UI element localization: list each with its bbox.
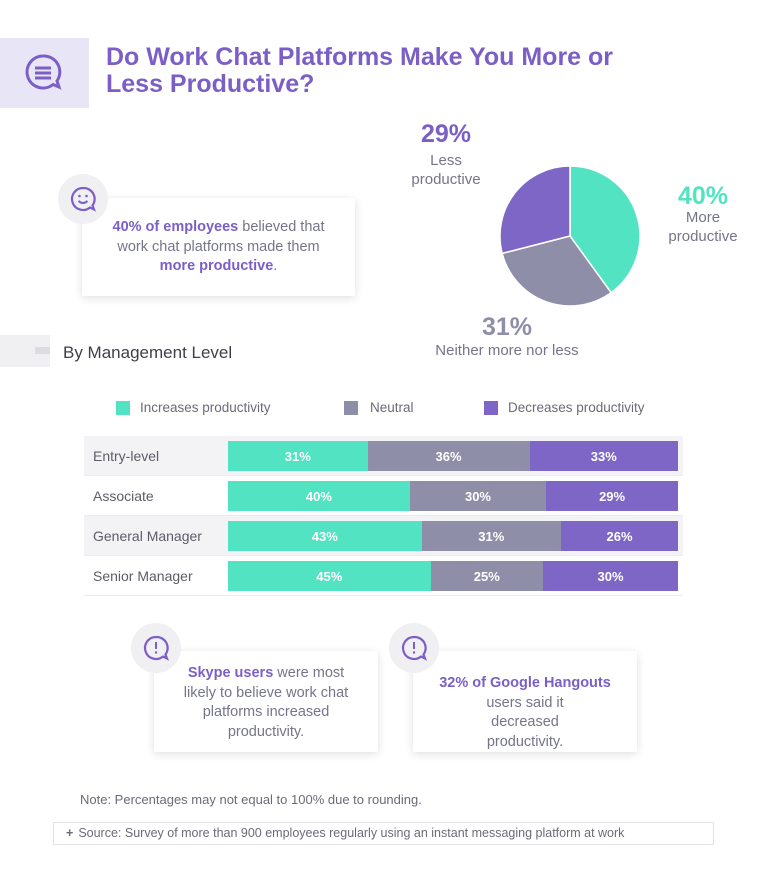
bar-segment-neutral: 25%	[430, 561, 543, 591]
bar-segment-decrease: 30%	[543, 561, 678, 591]
stacked-bar: 40% 30% 29%	[228, 481, 678, 511]
label-line: Less	[430, 152, 462, 169]
bar-segment-decrease: 29%	[546, 481, 678, 511]
bar-segment-increase: 45%	[228, 561, 431, 591]
callout-bold: more productive	[159, 258, 274, 274]
bar-segment-neutral: 36%	[367, 441, 530, 471]
source-box: + Source: Survey of more than 900 employe…	[53, 822, 714, 845]
callout-text: believed that work chat platforms made t…	[117, 219, 325, 255]
section-marker	[0, 335, 50, 367]
bar-segment-neutral: 30%	[409, 481, 547, 511]
row-label: Associate	[93, 488, 154, 504]
pie-slice-more	[569, 165, 641, 294]
label-line: More	[685, 209, 721, 226]
pie-label-more: More productive	[653, 208, 753, 246]
legend-label-decrease: Decreases productivity	[508, 400, 645, 415]
stacked-bar: 43% 31% 26%	[228, 521, 678, 551]
exclamation-chat-icon	[389, 623, 439, 673]
pie-label-neutral: Neither more nor less	[435, 342, 579, 359]
legend-label-neutral: Neutral	[370, 400, 414, 415]
legend-swatch-increase	[116, 401, 130, 415]
stacked-bar: 45% 25% 30%	[228, 561, 678, 591]
callout-bold: Skype users	[187, 665, 274, 681]
callout-text: .	[273, 258, 278, 274]
bar-segment-neutral: 31%	[421, 521, 561, 551]
source-text: Source: Survey of more than 900 employee…	[78, 826, 625, 840]
pie-slice-neutral	[501, 235, 613, 307]
header-icon-box	[0, 38, 89, 108]
bar-segment-decrease: 26%	[561, 521, 678, 551]
bar-segment-decrease: 33%	[529, 441, 678, 471]
stacked-bar: 31% 36% 33%	[228, 441, 678, 471]
label-line: productive	[668, 228, 738, 245]
exclamation-chat-icon	[131, 623, 181, 673]
pie-label-less: Less productive	[396, 151, 496, 189]
pie-label-neutral-pct: 31%	[481, 313, 533, 341]
callout-bold: 40% of employees	[112, 219, 239, 235]
legend-swatch-decrease	[484, 401, 498, 415]
footnote: Note: Percentages may not equal to 100% …	[80, 792, 422, 807]
legend-swatch-neutral	[344, 401, 358, 415]
callout-text: were most likely to believe work chat pl…	[183, 665, 349, 740]
callout-skype-card: Skype users were most likely to believe …	[154, 651, 378, 752]
callout-bold: 32% of Google Hangouts	[439, 675, 611, 691]
label-line: productive	[411, 171, 481, 188]
row-label: Senior Manager	[93, 568, 193, 584]
bar-segment-increase: 40%	[228, 481, 410, 511]
pie-chart	[499, 165, 641, 307]
bar-segment-increase: 43%	[228, 521, 422, 551]
chat-bubble-icon	[25, 54, 62, 90]
page-title: Do Work Chat Platforms Make You More or L…	[106, 44, 706, 98]
callout-hangouts-card: 32% of Google Hangouts users said it decr…	[413, 651, 637, 752]
callout-text: users said it decreased productivity.	[486, 694, 564, 750]
plus-icon: +	[66, 826, 74, 840]
pie-label-more-pct: 40%	[677, 182, 729, 210]
smiley-chat-icon	[58, 174, 108, 224]
legend-label-increase: Increases productivity	[140, 400, 271, 415]
pie-slice-less	[499, 165, 571, 255]
bar-segment-increase: 31%	[228, 441, 368, 471]
section-title: By Management Level	[63, 343, 233, 362]
title-line-2: Less Productive?	[106, 70, 315, 98]
pie-label-less-pct: 29%	[420, 120, 472, 148]
callout-top-card: 40% of employees believed that work chat…	[82, 198, 355, 296]
row-label: Entry-level	[93, 448, 160, 464]
title-line-1: Do Work Chat Platforms Make You More or	[106, 43, 614, 71]
row-label: General Manager	[93, 528, 202, 544]
